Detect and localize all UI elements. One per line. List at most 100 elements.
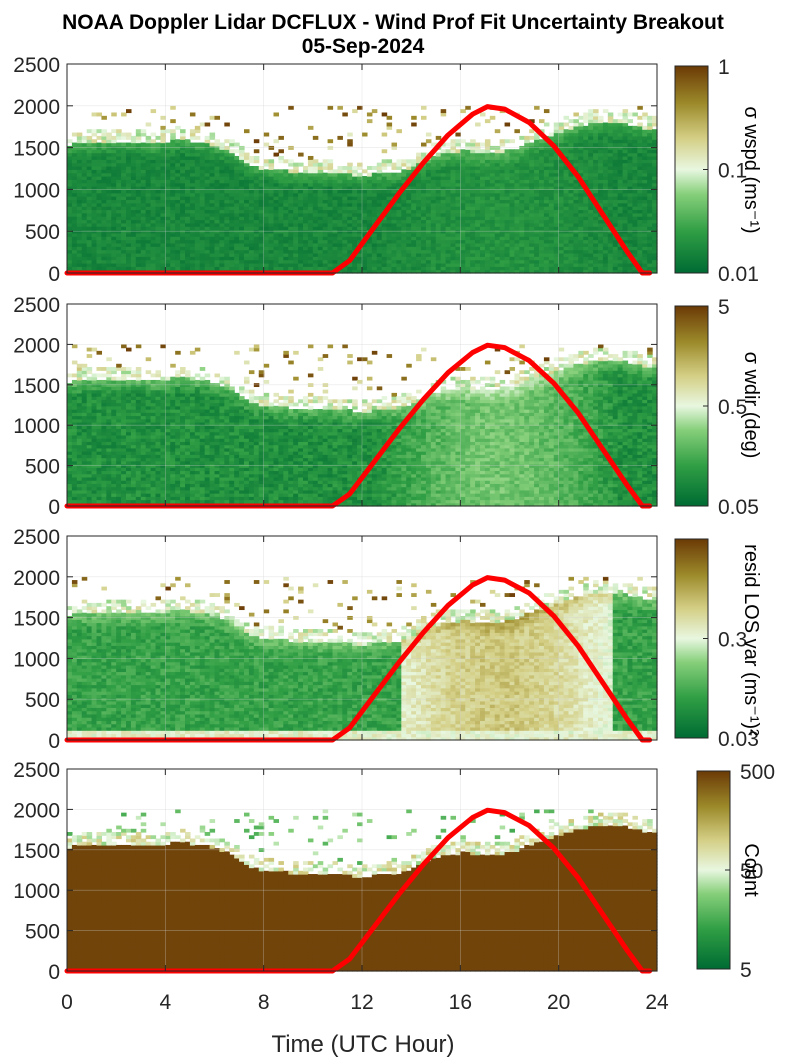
heatmap-cell (558, 252, 565, 257)
heatmap-cell (593, 155, 599, 160)
heatmap-cell (371, 212, 378, 217)
heatmap-cell (514, 196, 520, 201)
heatmap-cell (416, 189, 422, 194)
heatmap-cell (96, 155, 103, 160)
heatmap-cell (140, 252, 147, 257)
heatmap-cell (185, 152, 191, 157)
heatmap-cell (71, 172, 78, 177)
heatmap-cell (101, 252, 107, 257)
heatmap-cell (455, 252, 461, 257)
heatmap-cell (637, 122, 643, 127)
heatmap-cell (548, 206, 555, 211)
heatmap-cell (81, 392, 88, 397)
heatmap-cell (519, 242, 525, 247)
heatmap-cell (121, 165, 127, 170)
heatmap-cell (283, 159, 289, 164)
heatmap-cell (185, 149, 191, 154)
heatmap-cell (632, 135, 638, 140)
heatmap-cell (435, 199, 442, 204)
heatmap-cell (185, 165, 191, 170)
heatmap-cell (504, 222, 511, 227)
heatmap-cell (593, 192, 599, 197)
heatmap-cell (568, 262, 575, 267)
heatmap-cell (288, 186, 294, 190)
heatmap-cell (435, 206, 442, 211)
heatmap-cell (268, 172, 275, 177)
heatmap-cell (111, 192, 117, 197)
heatmap-cell (524, 139, 530, 144)
heatmap-cell (234, 206, 240, 211)
heatmap-cell (588, 165, 594, 170)
heatmap-cell (543, 169, 550, 174)
heatmap-cell (91, 165, 98, 170)
heatmap-cell (209, 152, 216, 157)
heatmap-cell (209, 169, 216, 174)
heatmap-cell (362, 179, 368, 184)
heatmap-cell (283, 256, 289, 261)
heatmap-cell (165, 209, 171, 214)
heatmap-cell (126, 192, 132, 197)
heatmap-cell (553, 162, 560, 167)
heatmap-cell (539, 232, 545, 237)
heatmap-cell (480, 236, 486, 241)
heatmap-cell (67, 493, 73, 497)
heatmap-cell (180, 182, 186, 187)
heatmap-cell (598, 219, 604, 224)
heatmap-cell (332, 179, 339, 184)
heatmap-cell (460, 189, 466, 194)
heatmap-cell (126, 212, 132, 217)
heatmap-cell (214, 139, 221, 144)
heatmap-cell (214, 199, 221, 204)
heatmap-cell (411, 216, 417, 221)
heatmap-cell (376, 182, 383, 187)
heatmap-cell (71, 402, 78, 407)
heatmap-cell (553, 176, 560, 180)
heatmap-cell (455, 222, 461, 227)
heatmap-cell (406, 169, 412, 174)
heatmap-cell (209, 236, 216, 241)
heatmap-cell (180, 256, 186, 261)
heatmap-cell (337, 236, 343, 241)
heatmap-cell (214, 222, 221, 227)
heatmap-cell (155, 135, 162, 140)
heatmap-cell (504, 249, 511, 254)
heatmap-cell (381, 172, 388, 177)
heatmap-cell (450, 219, 457, 224)
heatmap-cell (91, 142, 98, 147)
heatmap-cell (204, 232, 211, 237)
heatmap-cell (81, 169, 88, 174)
heatmap-cell (135, 212, 142, 217)
heatmap-cell (430, 172, 437, 177)
heatmap-cell (155, 165, 162, 170)
heatmap-cell (283, 212, 289, 217)
heatmap-cell (91, 252, 98, 257)
heatmap-cell (209, 266, 216, 271)
heatmap-cell (298, 192, 304, 197)
heatmap-cell (121, 142, 127, 147)
heatmap-cell (140, 206, 147, 211)
heatmap-cell (435, 159, 442, 164)
heatmap-cell (101, 259, 107, 264)
heatmap-cell (489, 269, 496, 274)
heatmap-cell (298, 266, 304, 271)
heatmap-cell (371, 262, 378, 267)
heatmap-cell (145, 242, 152, 247)
heatmap-cell (244, 186, 250, 190)
heatmap-cell (312, 202, 319, 207)
heatmap-cell (499, 209, 506, 214)
heatmap-cell (234, 222, 240, 227)
heatmap-cell (219, 252, 225, 257)
heatmap-cell (484, 172, 491, 177)
heatmap-cell (406, 242, 412, 247)
heatmap-cell (96, 252, 103, 257)
heatmap-cell (578, 256, 584, 261)
heatmap-cell (435, 242, 442, 247)
heatmap-cell (312, 246, 319, 251)
heatmap-cell (170, 206, 176, 211)
heatmap-cell (504, 256, 511, 261)
heatmap-cell (440, 169, 447, 174)
heatmap-cell (366, 246, 373, 251)
heatmap-cell (563, 122, 570, 127)
heatmap-cell (224, 139, 230, 144)
heatmap-cell (165, 165, 171, 170)
